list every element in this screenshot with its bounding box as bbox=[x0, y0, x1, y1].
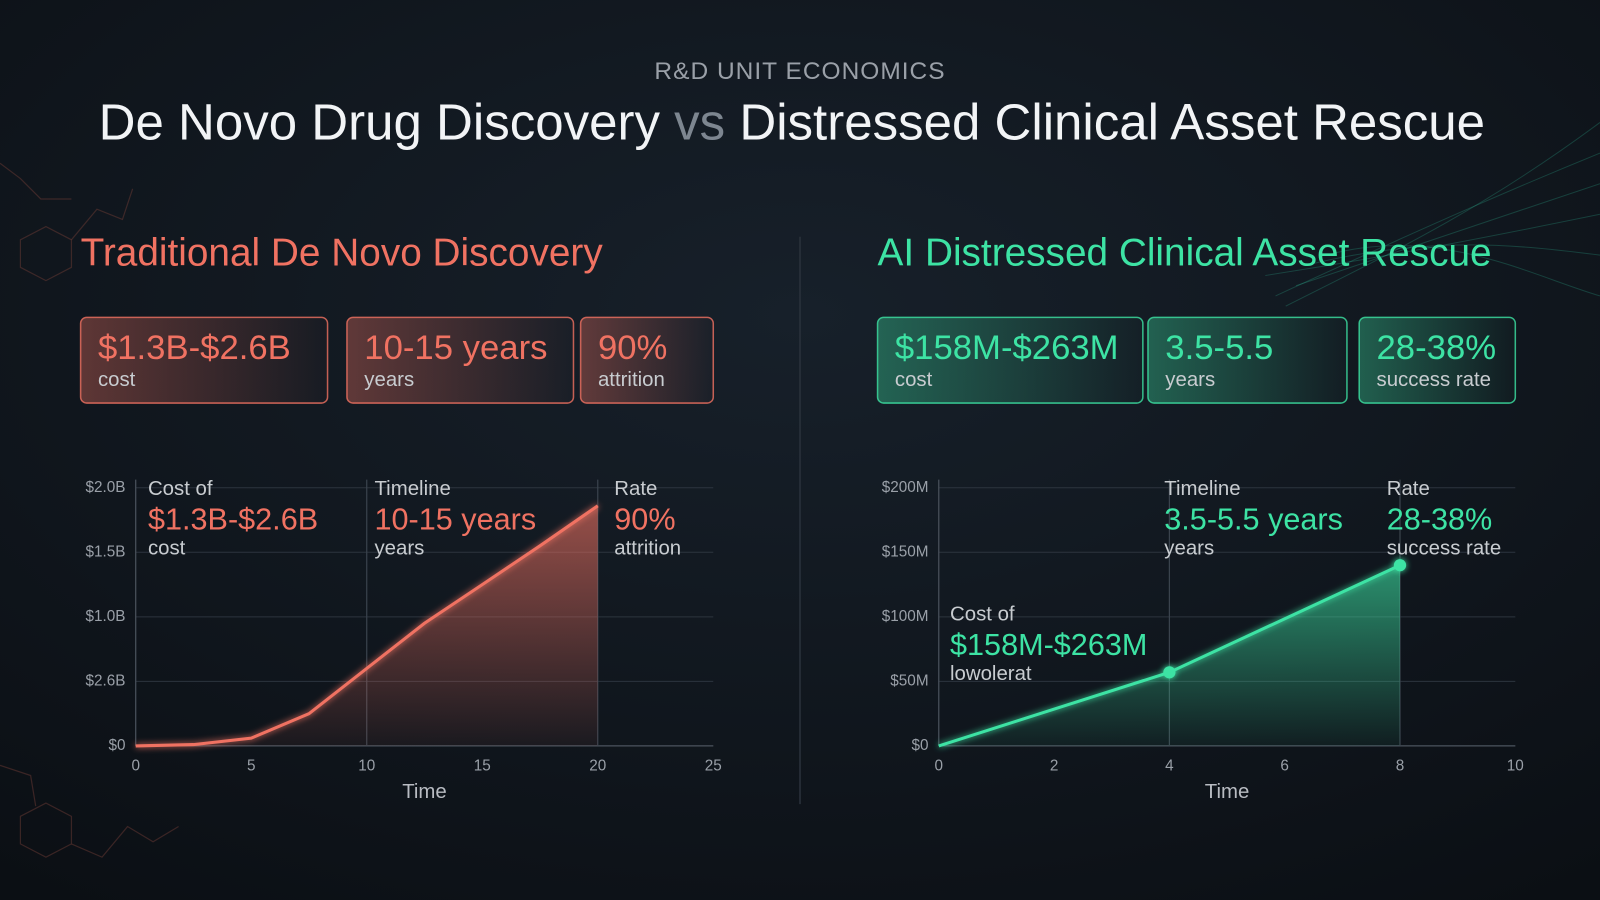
main-title: De Novo Drug Discovery vs Distressed Cli… bbox=[99, 94, 1485, 151]
x-tick-label: 10 bbox=[358, 757, 375, 774]
x-axis-title: Time bbox=[1205, 781, 1250, 803]
x-tick-label: 2 bbox=[1050, 757, 1059, 774]
decor-molecule bbox=[0, 162, 179, 858]
data-point bbox=[1393, 559, 1407, 572]
panel-title: AI Distressed Clinical Asset Rescue bbox=[878, 231, 1492, 274]
annotation-heading: Rate bbox=[1387, 478, 1430, 500]
y-tick-label: $0 bbox=[108, 737, 125, 754]
x-tick-label: 5 bbox=[247, 757, 256, 774]
y-tick-label: $0 bbox=[912, 737, 929, 754]
stat-label: success rate bbox=[1377, 369, 1491, 391]
annotation-note: attrition bbox=[614, 537, 681, 559]
annotation-heading: Rate bbox=[614, 478, 657, 500]
stat-card bbox=[579, 316, 715, 404]
stat-label: years bbox=[364, 369, 414, 391]
stat-value: $1.3B-$2.6B bbox=[98, 329, 291, 367]
title-left: De Novo Drug Discovery bbox=[99, 94, 661, 151]
x-tick-label: 15 bbox=[474, 757, 491, 774]
annotation-note: years bbox=[1164, 537, 1214, 559]
x-tick-label: 6 bbox=[1280, 757, 1289, 774]
x-tick-label: 0 bbox=[131, 757, 140, 774]
stat-card bbox=[1147, 316, 1348, 404]
y-tick-label: $100M bbox=[882, 608, 929, 625]
y-tick-label: $150M bbox=[882, 543, 929, 560]
decor-waves bbox=[1265, 122, 1600, 307]
stat-card bbox=[1358, 316, 1517, 404]
annotation-note: success rate bbox=[1387, 537, 1501, 559]
stat-value: 28-38% bbox=[1377, 329, 1497, 367]
y-tick-label: $2.0B bbox=[86, 479, 126, 496]
title-right: Distressed Clinical Asset Rescue bbox=[739, 94, 1485, 151]
stat-value: 10-15 years bbox=[364, 329, 547, 367]
x-tick-label: 4 bbox=[1165, 757, 1174, 774]
area-fill bbox=[938, 565, 1400, 746]
stat-label: cost bbox=[98, 369, 136, 391]
y-tick-label: $1.5B bbox=[86, 543, 126, 560]
y-tick-label: $200M bbox=[882, 479, 929, 496]
annotation-heading: Timeline bbox=[374, 478, 450, 500]
annotation-value: $158M-$263M bbox=[950, 628, 1147, 662]
annotation-note: lowolerat bbox=[950, 663, 1032, 685]
x-axis-title: Time bbox=[402, 781, 447, 803]
annotation-heading: Timeline bbox=[1164, 478, 1240, 500]
stat-card bbox=[79, 316, 329, 404]
stat-label: years bbox=[1165, 369, 1215, 391]
annotation-note: years bbox=[374, 537, 424, 559]
panel-title: Traditional De Novo Discovery bbox=[81, 231, 604, 274]
stat-label: attrition bbox=[598, 369, 665, 391]
y-tick-label: $50M bbox=[890, 672, 928, 689]
title-vs: vs bbox=[674, 94, 725, 151]
y-tick-label: $1.0B bbox=[86, 608, 126, 625]
stat-card bbox=[346, 316, 575, 404]
eyebrow: R&D UNIT ECONOMICS bbox=[654, 58, 945, 85]
annotation-value: 3.5-5.5 years bbox=[1164, 503, 1343, 537]
data-point bbox=[1163, 666, 1176, 679]
data-line bbox=[135, 504, 599, 748]
annotation-value: $1.3B-$2.6B bbox=[148, 503, 318, 537]
annotation-value: 10-15 years bbox=[374, 503, 536, 537]
stat-label: cost bbox=[895, 369, 933, 391]
annotation-value: 90% bbox=[614, 503, 675, 537]
stat-value: 90% bbox=[598, 329, 667, 367]
annotation-heading: Cost of bbox=[148, 478, 213, 500]
area-fill bbox=[135, 505, 598, 746]
annotation-heading: Cost of bbox=[950, 604, 1015, 626]
stat-value: 3.5-5.5 bbox=[1165, 329, 1273, 367]
y-tick-label: $2.6B bbox=[86, 672, 126, 689]
x-tick-label: 20 bbox=[589, 757, 606, 774]
x-tick-label: 25 bbox=[705, 757, 722, 774]
annotation-note: cost bbox=[148, 537, 186, 559]
x-tick-label: 10 bbox=[1507, 757, 1524, 774]
stat-card bbox=[876, 316, 1144, 404]
annotation-value: 28-38% bbox=[1387, 503, 1493, 537]
stat-value: $158M-$263M bbox=[895, 329, 1119, 367]
x-tick-label: 8 bbox=[1396, 757, 1405, 774]
x-tick-label: 0 bbox=[935, 757, 944, 774]
